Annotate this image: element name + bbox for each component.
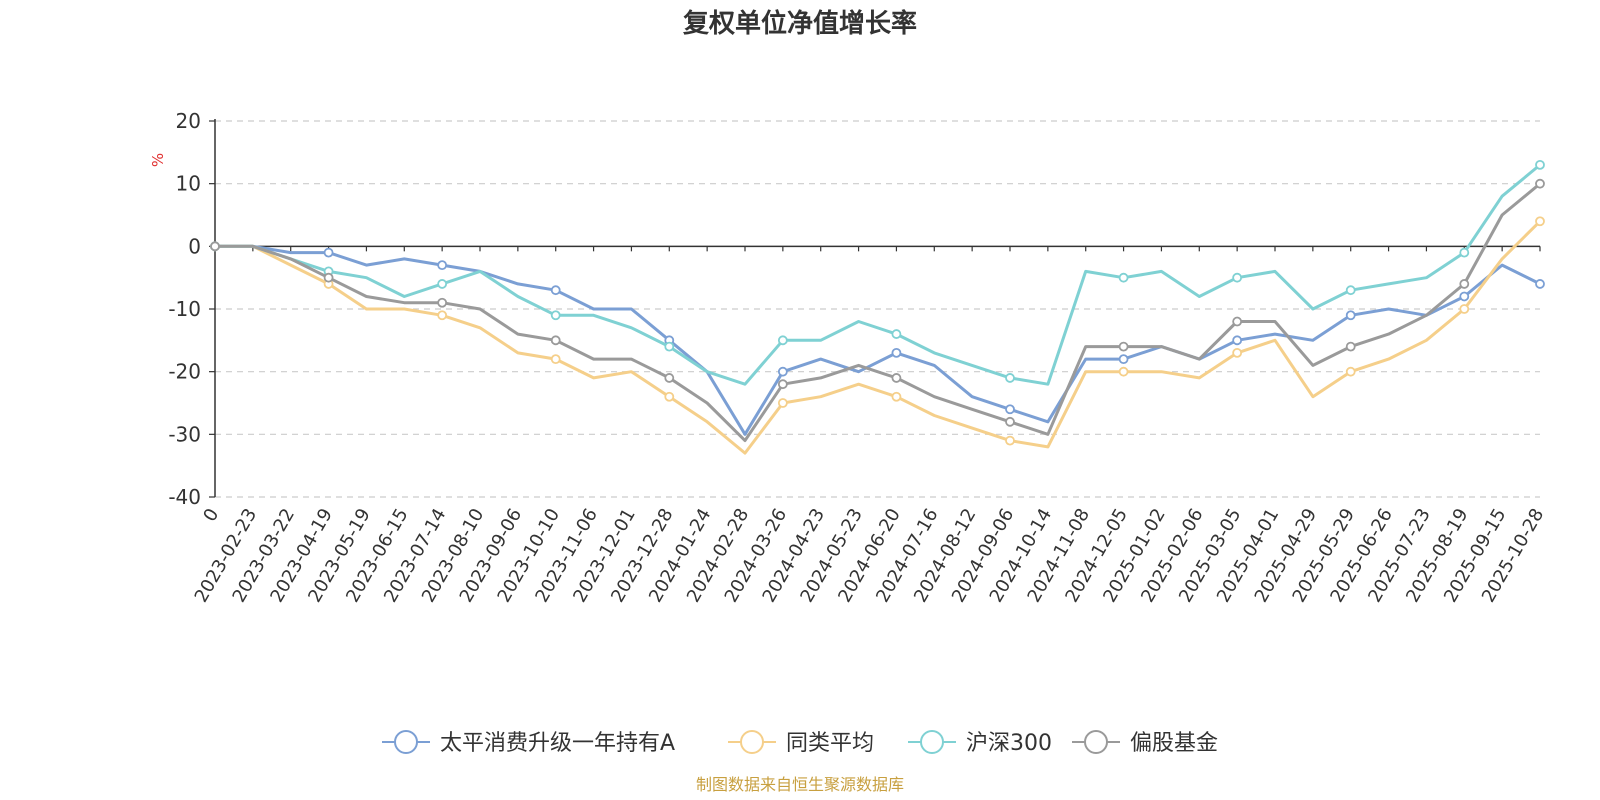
y-tick-label-3: -10 xyxy=(168,297,201,321)
series-line-2 xyxy=(213,163,1542,386)
series-0-point-24 xyxy=(1118,354,1129,365)
legend-marker-3 xyxy=(1084,730,1108,754)
series-1-point-35 xyxy=(1535,216,1545,227)
series-2-point-27 xyxy=(1232,272,1243,283)
y-tick-label-2: 0 xyxy=(188,234,201,258)
series-0-point-9 xyxy=(550,285,561,296)
grid-layer xyxy=(215,120,1540,498)
series-3-point-15 xyxy=(777,379,788,390)
legend: 太平消费升级一年持有A 同类平均 沪深300 偏股基金 xyxy=(382,730,1218,756)
series-3-point-9 xyxy=(550,335,561,346)
y-tick-label-6: -40 xyxy=(168,485,201,509)
series-1-point-30 xyxy=(1345,366,1356,377)
series-1-point-27 xyxy=(1232,347,1243,358)
series-3-point-33 xyxy=(1459,279,1470,289)
series-3-point-27 xyxy=(1232,316,1243,327)
series-3-point-6 xyxy=(437,297,448,308)
series-0-point-33 xyxy=(1459,291,1470,302)
data-source-note: 制图数据来自恒生聚源数据库 xyxy=(696,775,904,794)
series-3-point-3 xyxy=(323,272,334,283)
y-tick-label-0: 20 xyxy=(176,109,201,133)
series-line-0 xyxy=(213,244,1542,436)
series-3-point-18 xyxy=(891,373,902,383)
chart-title: 复权单位净值增长率 xyxy=(683,8,917,39)
series-3-point-21 xyxy=(1005,416,1015,427)
y-tick-label-5: -30 xyxy=(168,422,201,446)
series-3-point-30 xyxy=(1345,341,1356,352)
series-1-point-12 xyxy=(664,391,675,402)
y-axis-unit: % xyxy=(149,153,167,167)
series-line-3 xyxy=(213,182,1542,443)
series-3-point-24 xyxy=(1118,341,1129,352)
series-2-point-9 xyxy=(550,310,561,321)
series-1-point-15 xyxy=(777,398,788,408)
legend-marker-0 xyxy=(394,730,418,754)
x-tick-label-0: 0 xyxy=(199,505,223,525)
series-2-point-15 xyxy=(777,335,788,346)
y-tick-label-4: -20 xyxy=(168,360,201,384)
series-0-point-3 xyxy=(323,247,334,258)
series-2-point-30 xyxy=(1345,285,1356,296)
series-3-point-12 xyxy=(664,373,675,383)
legend-label-0: 太平消费升级一年持有A xyxy=(440,731,675,756)
series-line-1 xyxy=(213,219,1542,455)
series-1-point-21 xyxy=(1005,435,1015,446)
series-1-point-6 xyxy=(437,310,448,321)
series-1-point-18 xyxy=(891,391,902,402)
series-2-point-24 xyxy=(1118,272,1129,283)
series-2-point-33 xyxy=(1459,247,1470,258)
series-1-point-9 xyxy=(550,354,561,365)
series-2-point-18 xyxy=(891,329,902,339)
series-1-point-24 xyxy=(1118,366,1129,377)
series-layer xyxy=(210,159,1545,455)
legend-label-1: 同类平均 xyxy=(786,731,874,756)
series-0-point-6 xyxy=(437,260,448,271)
legend-marker-1 xyxy=(740,730,764,754)
series-0-point-35 xyxy=(1535,279,1545,289)
series-0-point-15 xyxy=(777,366,788,377)
series-0-point-30 xyxy=(1345,310,1356,321)
series-2-point-21 xyxy=(1005,373,1015,383)
series-0-point-27 xyxy=(1232,335,1243,346)
legend-label-2: 沪深300 xyxy=(966,731,1052,756)
series-3-point-35 xyxy=(1535,178,1545,189)
series-2-point-6 xyxy=(437,279,448,289)
series-2-point-12 xyxy=(664,341,675,352)
y-tick-label-1: 10 xyxy=(176,172,201,196)
legend-label-3: 偏股基金 xyxy=(1130,731,1218,756)
legend-marker-2 xyxy=(920,730,944,754)
series-3-point-0 xyxy=(210,241,220,252)
series-0-point-21 xyxy=(1005,404,1015,415)
series-1-point-33 xyxy=(1459,304,1470,314)
series-0-point-18 xyxy=(891,347,902,358)
series-2-point-35 xyxy=(1535,159,1545,170)
